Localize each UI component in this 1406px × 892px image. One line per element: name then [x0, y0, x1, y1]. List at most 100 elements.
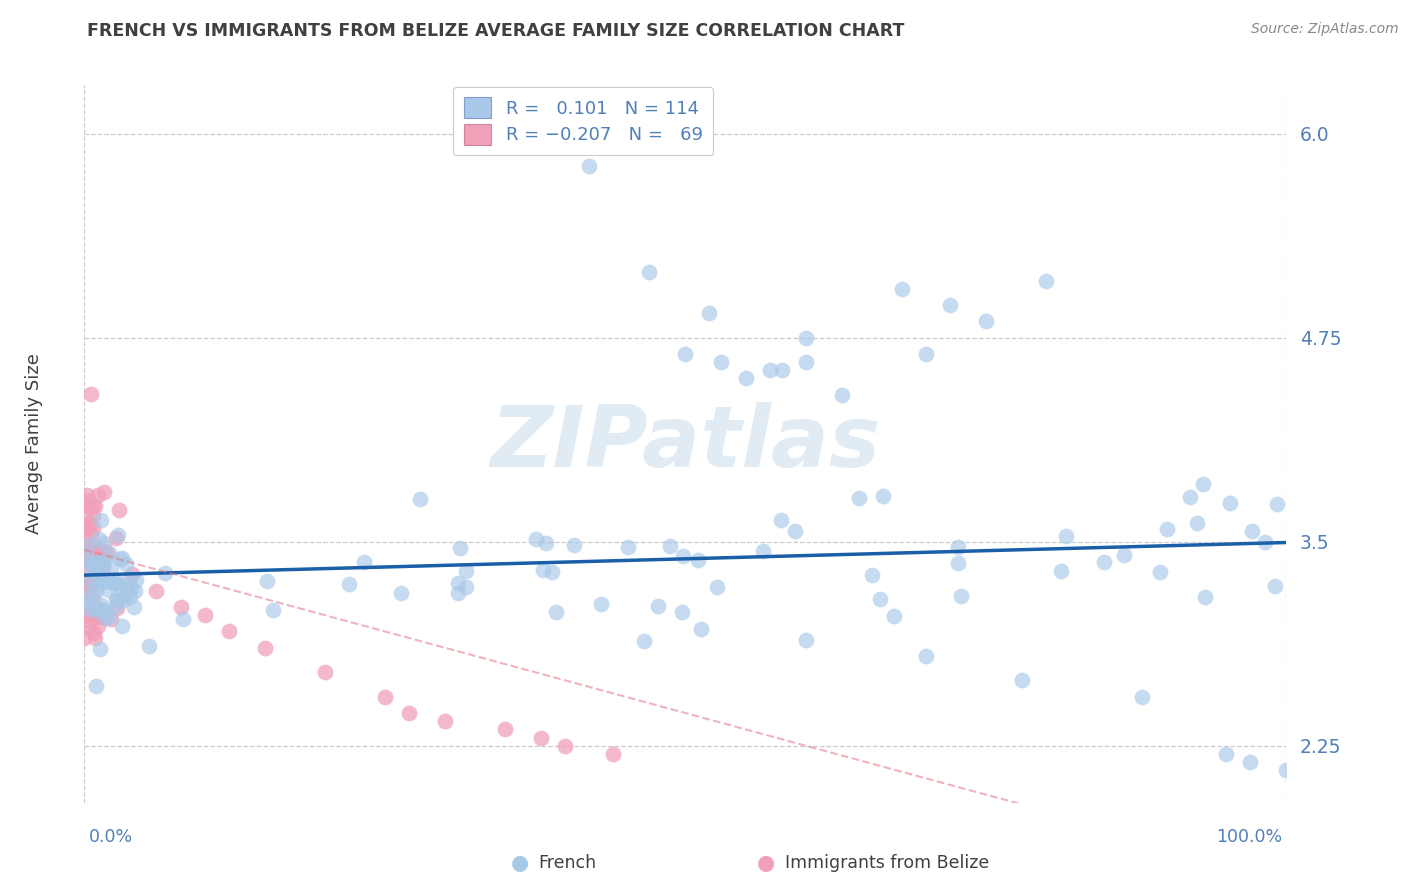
Point: [534, 536, 557, 550]
Point: [79, 580, 101, 594]
Point: [494, 723, 516, 737]
Point: [76, 492, 98, 507]
Point: [87, 609, 110, 624]
Point: [314, 665, 336, 680]
Point: [831, 388, 853, 402]
Point: [145, 583, 167, 598]
Point: [794, 355, 817, 369]
Point: [82, 548, 104, 562]
Point: [77, 573, 100, 587]
Point: [562, 538, 585, 552]
Point: [73, 631, 96, 645]
Point: [77, 573, 100, 587]
Point: [915, 347, 938, 361]
Point: [1254, 535, 1277, 549]
Text: Immigrants from Belize: Immigrants from Belize: [785, 854, 988, 871]
Point: [107, 528, 129, 542]
Point: [1192, 477, 1215, 491]
Point: [91, 558, 114, 572]
Point: [172, 612, 194, 626]
Text: ●: ●: [512, 853, 529, 872]
Point: [94, 543, 117, 558]
Point: [848, 491, 870, 505]
Point: [1219, 495, 1241, 509]
Point: [1054, 529, 1077, 543]
Point: [108, 551, 131, 566]
Point: [939, 298, 962, 312]
Point: [90, 599, 112, 613]
Point: [82, 564, 104, 578]
Point: [118, 591, 141, 605]
Point: [869, 591, 891, 606]
Point: [76, 521, 98, 535]
Point: [120, 581, 142, 595]
Point: [80, 546, 103, 560]
Point: [87, 541, 110, 556]
Point: [76, 551, 98, 566]
Point: [617, 540, 640, 554]
Point: [83, 626, 105, 640]
Point: [138, 639, 160, 653]
Point: [125, 573, 148, 587]
Point: [1049, 564, 1071, 578]
Point: [1130, 690, 1153, 704]
Point: [447, 575, 470, 590]
Point: [758, 363, 780, 377]
Point: [79, 563, 101, 577]
Point: [1275, 763, 1298, 777]
Point: [883, 609, 905, 624]
Text: 0.0%: 0.0%: [89, 828, 132, 846]
Point: [734, 371, 756, 385]
Point: [1156, 522, 1178, 536]
Point: [770, 363, 793, 377]
Point: [686, 552, 709, 566]
Point: [93, 536, 115, 550]
Point: [533, 563, 555, 577]
Point: [554, 739, 576, 753]
Point: [115, 586, 138, 600]
Point: [87, 488, 110, 502]
Point: [89, 532, 111, 546]
Point: [105, 601, 128, 615]
Point: [398, 706, 420, 720]
Point: [540, 565, 562, 579]
Point: [84, 679, 107, 693]
Point: [77, 602, 100, 616]
Point: [1185, 516, 1208, 530]
Point: [89, 642, 111, 657]
Point: [120, 571, 142, 585]
Point: [100, 561, 122, 575]
Point: [647, 599, 669, 613]
Point: [93, 574, 115, 589]
Point: [337, 577, 360, 591]
Point: [76, 488, 98, 502]
Point: [218, 624, 240, 639]
Point: [84, 631, 107, 645]
Point: [122, 600, 145, 615]
Point: [76, 607, 98, 622]
Text: FRENCH VS IMMIGRANTS FROM BELIZE AVERAGE FAMILY SIZE CORRELATION CHART: FRENCH VS IMMIGRANTS FROM BELIZE AVERAGE…: [87, 22, 904, 40]
Point: [83, 559, 105, 574]
Point: [602, 747, 624, 761]
Point: [111, 619, 134, 633]
Point: [105, 531, 128, 545]
Point: [946, 556, 969, 570]
Point: [111, 590, 134, 604]
Point: [91, 575, 114, 590]
Point: [90, 513, 112, 527]
Point: [194, 608, 217, 623]
Point: [77, 541, 100, 555]
Point: [86, 564, 108, 578]
Point: [79, 585, 101, 599]
Point: [91, 609, 114, 624]
Point: [89, 556, 111, 570]
Point: [83, 499, 105, 513]
Text: ●: ●: [758, 853, 775, 872]
Point: [454, 565, 477, 579]
Point: [530, 731, 553, 745]
Point: [105, 592, 128, 607]
Point: [76, 591, 98, 605]
Point: [155, 566, 177, 581]
Point: [103, 575, 125, 590]
Point: [578, 159, 600, 173]
